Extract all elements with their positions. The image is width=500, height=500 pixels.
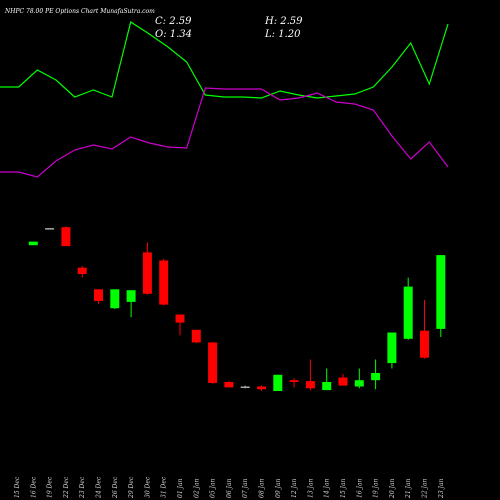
candle-body	[159, 260, 169, 305]
line-series-2	[0, 87, 449, 178]
x-tick-label: 08 Jan	[259, 478, 266, 498]
x-tick-label: 23 Dec	[79, 476, 86, 499]
candle-body	[77, 267, 87, 274]
x-tick-label: 15 Dec	[14, 476, 21, 498]
open-value: O: 1.34	[155, 29, 192, 40]
candle-body	[289, 380, 299, 382]
x-tick-label: 05 Jan	[210, 478, 217, 498]
candle-body	[45, 228, 55, 230]
close-value: C: 2.59	[155, 16, 192, 27]
candle-body	[305, 381, 315, 389]
candle-body	[61, 227, 71, 247]
candle-body	[371, 373, 381, 381]
x-tick-label: 06 Jan	[226, 478, 233, 498]
x-tick-label: 13 Jan	[307, 478, 314, 498]
candle-body	[240, 386, 250, 388]
candle-body	[257, 386, 266, 390]
x-tick-label: 01 Jan	[177, 478, 184, 498]
candle-body	[403, 286, 413, 339]
low-value: L: 1.20	[264, 29, 301, 40]
x-tick-label: 29 Dec	[128, 476, 135, 499]
candle-body	[175, 314, 185, 323]
x-tick-label: 22 Jan	[422, 478, 429, 499]
x-tick-label: 20 Jan	[389, 478, 396, 499]
x-tick-label: 30 Dec	[144, 476, 151, 498]
candle-body	[110, 289, 120, 309]
candle-body	[94, 289, 103, 301]
candle-body	[420, 330, 429, 358]
chart-title: NHPC 78.00 PE Options Chart MunafaSutra.…	[4, 8, 155, 15]
x-tick-label: 23 Jan	[438, 478, 445, 499]
high-value: H: 2.59	[264, 16, 303, 27]
x-tick-label: 16 Dec	[30, 476, 37, 498]
x-tick-label: 22 Dec	[63, 476, 70, 499]
x-tick-label: 07 Jan	[242, 478, 249, 498]
candle-body	[142, 252, 152, 294]
x-tick-label: 19 Jan	[373, 478, 380, 498]
x-tick-label: 02 Jan	[193, 478, 200, 498]
candle-body	[338, 377, 348, 386]
x-tick-label: 09 Jan	[275, 478, 282, 498]
x-tick-label: 26 Dec	[112, 476, 119, 499]
candle-panel	[28, 226, 446, 391]
line-series-1	[0, 21, 449, 99]
candle-body	[224, 382, 234, 388]
x-tick-label: 14 Jan	[324, 478, 331, 498]
x-tick-label: 15 Jan	[340, 478, 347, 498]
candle-body	[322, 382, 332, 391]
candle-body	[191, 329, 201, 343]
x-tick-label: 12 Jan	[291, 478, 298, 498]
candle-body	[208, 342, 218, 383]
x-tick-label: 16 Jan	[356, 478, 363, 498]
candle-body	[436, 255, 446, 329]
candle-body	[273, 374, 283, 391]
line-panel	[0, 21, 449, 178]
candle-body	[126, 290, 136, 302]
candle-body	[354, 380, 364, 387]
candle-body	[28, 241, 38, 246]
x-tick-label: 19 Dec	[47, 476, 54, 498]
x-tick-label: 21 Jan	[405, 478, 412, 499]
x-tick-label: 31 Dec	[161, 476, 168, 498]
x-tick-label: 24 Dec	[96, 476, 103, 499]
candle-body	[387, 332, 397, 364]
x-axis-ticks: 15 Dec 16 Dec 19 Dec 22 Dec 23 Dec 24 Dec 26 D…	[14, 476, 445, 499]
